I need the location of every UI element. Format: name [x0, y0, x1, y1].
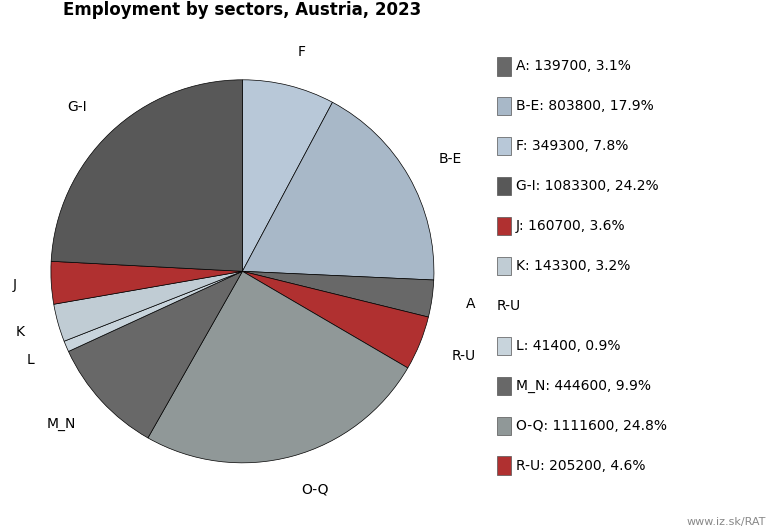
- Text: B-E: B-E: [439, 153, 462, 167]
- Wedge shape: [242, 271, 429, 368]
- Text: R-U: R-U: [452, 349, 476, 363]
- Text: M_N: M_N: [47, 417, 76, 431]
- Wedge shape: [242, 80, 332, 271]
- Text: K: 143300, 3.2%: K: 143300, 3.2%: [516, 259, 630, 273]
- Text: L: 41400, 0.9%: L: 41400, 0.9%: [516, 339, 621, 353]
- Wedge shape: [51, 80, 242, 271]
- Text: G-I: G-I: [67, 101, 87, 114]
- Title: Employment by sectors, Austria, 2023: Employment by sectors, Austria, 2023: [63, 1, 421, 19]
- Text: K: K: [16, 325, 25, 339]
- Text: A: A: [466, 296, 475, 311]
- Text: L: L: [27, 353, 34, 367]
- Wedge shape: [242, 102, 434, 280]
- Wedge shape: [64, 271, 242, 352]
- Text: O-Q: 1111600, 24.8%: O-Q: 1111600, 24.8%: [516, 419, 667, 433]
- Text: O-Q: O-Q: [301, 483, 328, 496]
- Text: R-U: R-U: [497, 299, 521, 313]
- Wedge shape: [242, 271, 434, 317]
- Wedge shape: [148, 271, 407, 463]
- Text: G-I: 1083300, 24.2%: G-I: 1083300, 24.2%: [516, 179, 658, 193]
- Text: F: 349300, 7.8%: F: 349300, 7.8%: [516, 139, 629, 153]
- Wedge shape: [54, 271, 242, 341]
- Text: A: 139700, 3.1%: A: 139700, 3.1%: [516, 60, 631, 73]
- Text: F: F: [297, 45, 305, 59]
- Text: J: J: [13, 278, 17, 292]
- Text: B-E: 803800, 17.9%: B-E: 803800, 17.9%: [516, 99, 654, 113]
- Wedge shape: [69, 271, 242, 438]
- Text: R-U: 205200, 4.6%: R-U: 205200, 4.6%: [516, 459, 646, 472]
- Text: M_N: 444600, 9.9%: M_N: 444600, 9.9%: [516, 379, 651, 393]
- Text: www.iz.sk/RAT: www.iz.sk/RAT: [687, 517, 766, 527]
- Wedge shape: [51, 261, 242, 304]
- Text: J: 160700, 3.6%: J: 160700, 3.6%: [516, 219, 626, 233]
